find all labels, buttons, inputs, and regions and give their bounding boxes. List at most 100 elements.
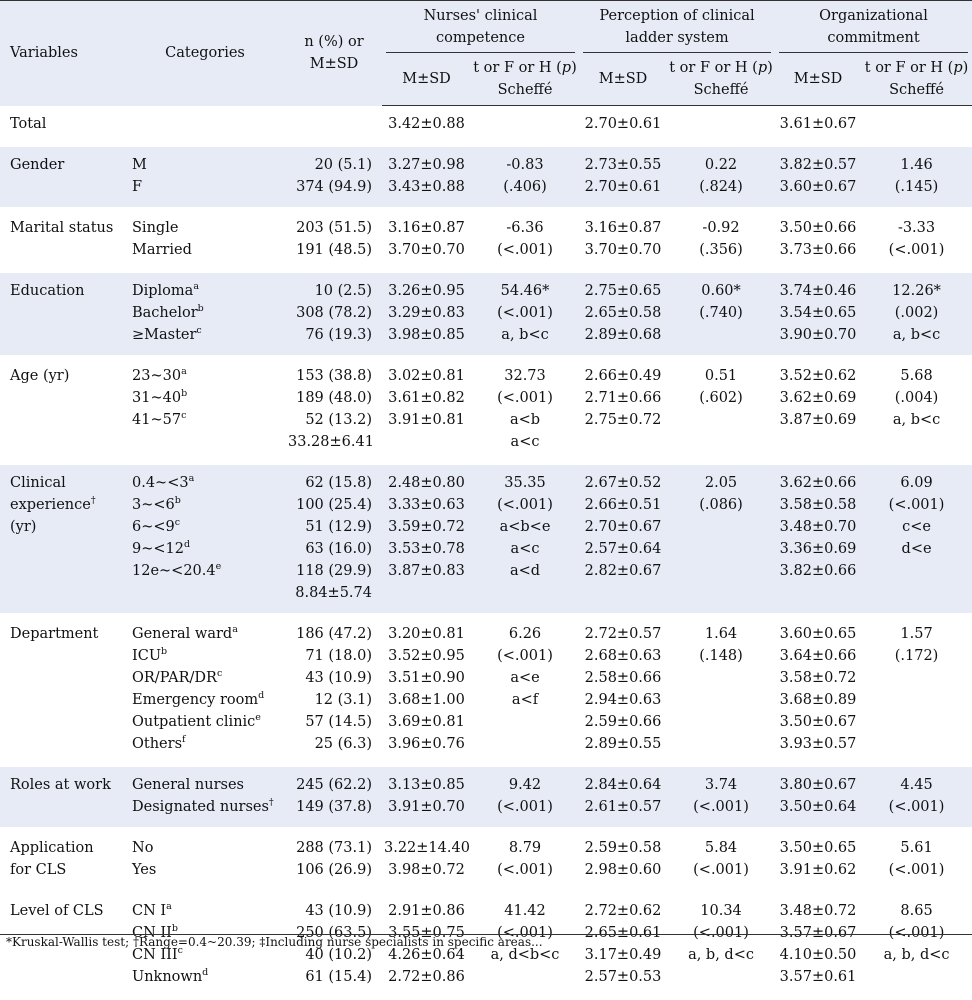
superscript-marker: a	[232, 624, 238, 635]
variable-value: Application	[10, 840, 94, 856]
p_test-value	[669, 113, 773, 135]
cell-c-msd: 3.42±0.88	[382, 105, 471, 147]
table-row: Roles at work General nurses Designated nu…	[0, 765, 972, 830]
p_test-value	[669, 966, 773, 988]
superscript-marker: b	[197, 303, 204, 314]
o_msd-value: 3.87±0.69	[779, 412, 857, 428]
c_msd-value: 3.98±0.72	[388, 862, 465, 878]
c_msd-value: 3.42±0.88	[388, 116, 465, 132]
cell-p-test	[667, 105, 776, 147]
c_test-value: (<.001)	[497, 862, 553, 878]
superscript-marker: b	[181, 388, 188, 399]
cell-p-test: 0.60* (.740)	[667, 271, 776, 358]
table-row: Total 3.42±0.88 2.70±0.61 3.61±0.67	[0, 105, 972, 147]
cell-categories: 0.4~<3a 3~<6b 6~<9c 9~<12d 12e~<20.4e	[124, 463, 286, 616]
superscript-marker: b	[174, 495, 181, 506]
o_test-value	[863, 711, 970, 733]
p_msd-value	[581, 582, 665, 604]
categories-value: Unknownd	[132, 967, 209, 985]
superscript-marker: d	[202, 967, 209, 978]
categories-value: 9~<12d	[132, 539, 191, 557]
variable-value: Marital status	[10, 220, 114, 236]
cell-o-test: 1.57 (.172)	[861, 614, 972, 767]
categories-value: CN Ia	[132, 901, 172, 919]
cell-c-test: -0.83 (.406)	[471, 145, 580, 210]
cell-variable: Clinical experience† (yr)	[0, 463, 124, 616]
categories-value: General nurses	[132, 777, 244, 793]
cell-p-msd: 3.16±0.87 3.70±0.70	[579, 208, 668, 273]
p_msd-value: 2.72±0.57	[584, 626, 662, 642]
variable-value: (yr)	[10, 519, 37, 535]
header-n-line2: M±SD	[309, 56, 359, 73]
cell-c-msd: 3.13±0.85 3.91±0.70	[382, 765, 471, 830]
superscript-marker: b	[171, 923, 178, 934]
n-value: 12 (3.1)	[314, 692, 372, 708]
cell-p-msd: 2.84±0.64 2.61±0.57	[579, 765, 668, 830]
p_test-value	[669, 324, 773, 346]
categories-value: Outpatient clinice	[132, 712, 261, 730]
c_msd-value: 3.96±0.76	[388, 736, 465, 752]
p_msd-value: 3.16±0.87	[584, 220, 662, 236]
categories-value: F	[132, 179, 143, 195]
p_test-value: (<.001)	[693, 925, 749, 941]
n-value: 186 (47.2)	[296, 626, 372, 642]
p_msd-value: 2.70±0.67	[584, 519, 662, 535]
p_msd-value: 2.66±0.51	[584, 497, 662, 513]
header-test-line2: Scheffé	[497, 82, 553, 98]
header-categories: Categories	[124, 0, 286, 106]
variable-value: for CLS	[10, 862, 67, 878]
cell-o-test: 5.61 (<.001)	[861, 828, 972, 893]
p_test-value	[669, 560, 773, 582]
header-group3-line1: Organizational	[819, 8, 928, 24]
superscript-marker: e	[255, 712, 261, 723]
c_test-value: 8.79	[508, 840, 542, 856]
o_test-value: a, b<c	[892, 412, 941, 428]
p-symbol: p	[953, 60, 963, 76]
group-underline	[583, 52, 772, 53]
group-underline	[386, 52, 576, 53]
cell-c-msd: 2.48±0.80 3.33±0.63 3.59±0.72 3.53±0.78 3.87…	[382, 463, 471, 616]
superscript-marker: f	[182, 734, 186, 745]
c_test-value: (<.001)	[497, 925, 553, 941]
c_msd-value: 3.91±0.70	[388, 799, 465, 815]
c_msd-value: 3.70±0.70	[388, 242, 465, 258]
p_test-value	[669, 689, 773, 711]
o_msd-value: 3.60±0.67	[779, 179, 857, 195]
superscript-marker: d	[258, 690, 265, 701]
variable-value: Department	[10, 626, 99, 642]
p_test-value: 10.34	[700, 903, 742, 919]
p_test-value	[669, 516, 773, 538]
cell-p-msd: 2.66±0.49 2.71±0.66 2.75±0.72	[579, 356, 668, 465]
header-msd: M±SD	[579, 53, 668, 106]
o_msd-value: 3.52±0.62	[779, 368, 857, 384]
c_msd-value: 3.29±0.83	[388, 305, 465, 321]
table-header: Variables Categories n (%) or M±SD Nurse…	[0, 0, 972, 106]
cell-p-msd: 2.67±0.52 2.66±0.51 2.70±0.67 2.57±0.64 2.82…	[579, 463, 668, 616]
n-value: 57 (14.5)	[305, 714, 372, 730]
categories-value: 0.4~<3a	[132, 473, 195, 491]
n-value: 43 (10.9)	[305, 670, 372, 686]
p_msd-value: 2.75±0.72	[584, 412, 662, 428]
cell-o-msd: 3.50±0.65 3.91±0.62	[775, 828, 862, 893]
cell-o-msd: 3.74±0.46 3.54±0.65 3.90±0.70	[775, 271, 862, 358]
n-value: 52 (13.2)	[305, 412, 372, 428]
c_test-value	[473, 711, 577, 733]
categories-value: 23~30a	[132, 366, 187, 384]
c_msd-value: 3.43±0.88	[388, 179, 465, 195]
c_test-value: 6.26	[508, 626, 542, 642]
variable-value: Age (yr)	[10, 368, 70, 384]
p_msd-value: 2.65±0.61	[584, 925, 662, 941]
cell-variable: Application for CLS	[0, 828, 124, 893]
c_msd-value: 3.68±1.00	[388, 692, 465, 708]
categories-value: 31~40b	[132, 388, 188, 406]
superscript-marker: a	[188, 473, 195, 484]
superscript-marker: c	[216, 668, 223, 679]
o_msd-value: 3.50±0.65	[779, 840, 857, 856]
cell-o-test: -3.33 (<.001)	[861, 208, 972, 273]
c_msd-value: 3.22±14.40	[384, 840, 470, 856]
variable-value: Clinical	[10, 475, 66, 491]
o_test-value	[863, 560, 970, 582]
o_test-value	[863, 733, 970, 755]
